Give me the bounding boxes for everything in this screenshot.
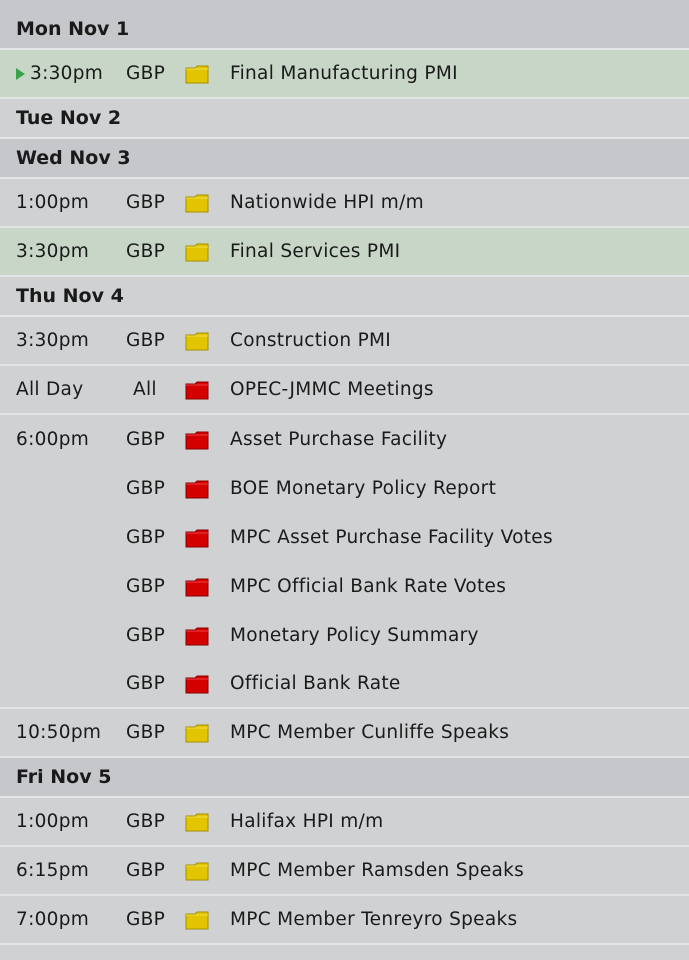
top-strip [0,0,689,10]
event-row[interactable]: GBP MPC Asset Purchase Facility Votes [0,513,689,562]
medium-impact-folder-icon[interactable] [185,861,209,881]
day-label: Thu Nov 4 [16,285,124,307]
event-currency: GBP [126,625,166,646]
event-title: MPC Member Tenreyro Speaks [230,909,518,930]
event-row[interactable]: 3:30pm GBP Final Manufacturing PMI [0,50,689,99]
day-header: Thu Nov 4 [0,277,689,317]
high-impact-folder-icon[interactable] [185,430,209,450]
high-impact-folder-icon[interactable] [185,479,209,499]
event-row[interactable]: GBP BOE Monetary Policy Report [0,464,689,513]
event-time: 3:30pm [16,241,90,262]
day-label: Wed Nov 3 [16,147,131,169]
event-title: MPC Member Ramsden Speaks [230,860,525,881]
event-currency: GBP [126,63,166,84]
medium-impact-folder-icon[interactable] [185,331,209,351]
event-time: 3:30pm [30,63,104,84]
day-header: Wed Nov 3 [0,139,689,179]
high-impact-folder-icon[interactable] [185,528,209,548]
event-time: 1:00pm [16,192,90,213]
event-row[interactable]: 6:15pm GBP MPC Member Ramsden Speaks [0,847,689,896]
event-title: Construction PMI [230,330,392,351]
event-title: BOE Monetary Policy Report [230,478,497,499]
medium-impact-folder-icon[interactable] [185,242,209,262]
day-label: Tue Nov 2 [16,107,122,129]
event-currency: GBP [126,860,166,881]
event-title: Official Bank Rate [230,673,401,694]
event-time: 6:15pm [16,860,90,881]
day-header: Tue Nov 2 [0,99,689,139]
event-title: Final Services PMI [230,241,401,262]
event-row[interactable]: 1:00pm GBP Halifax HPI m/m [0,798,689,847]
event-title: MPC Asset Purchase Facility Votes [230,527,553,548]
event-row[interactable]: 6:00pm GBP Asset Purchase Facility [0,415,689,464]
event-row[interactable]: 1:00pm GBP Nationwide HPI m/m [0,179,689,228]
day-header: Fri Nov 5 [0,758,689,798]
day-label: Mon Nov 1 [16,18,130,40]
day-label: Fri Nov 5 [16,766,112,788]
high-impact-folder-icon[interactable] [185,380,209,400]
event-title: Halifax HPI m/m [230,811,384,832]
event-title: Final Manufacturing PMI [230,63,458,84]
event-currency: GBP [126,811,166,832]
day-header: Mon Nov 1 [0,10,689,50]
event-currency: GBP [126,909,166,930]
event-currency: GBP [126,722,166,743]
event-row[interactable]: 3:30pm GBP Construction PMI [0,317,689,366]
event-time: 3:30pm [16,330,90,351]
event-time: 7:00pm [16,909,90,930]
event-currency: GBP [126,527,166,548]
event-currency: All [133,379,157,400]
medium-impact-folder-icon[interactable] [185,910,209,930]
event-row[interactable]: 10:50pm GBP MPC Member Cunliffe Speaks [0,709,689,758]
event-row[interactable]: 7:00pm GBP MPC Member Tenreyro Speaks [0,896,689,945]
medium-impact-folder-icon[interactable] [185,193,209,213]
event-time: 1:00pm [16,811,90,832]
event-title: OPEC-JMMC Meetings [230,379,434,400]
medium-impact-folder-icon[interactable] [185,64,209,84]
event-currency: GBP [126,576,166,597]
event-row[interactable]: 3:30pm GBP Final Services PMI [0,228,689,277]
event-row[interactable]: GBP Official Bank Rate [0,660,689,709]
event-currency: GBP [126,241,166,262]
event-currency: GBP [126,478,166,499]
event-title: Asset Purchase Facility [230,429,448,450]
event-time: All Day [16,379,84,400]
high-impact-folder-icon[interactable] [185,626,209,646]
medium-impact-folder-icon[interactable] [185,812,209,832]
event-currency: GBP [126,330,166,351]
event-title: MPC Member Cunliffe Speaks [230,722,510,743]
event-currency: GBP [126,192,166,213]
event-time: 10:50pm [16,722,102,743]
event-currency: GBP [126,673,166,694]
high-impact-folder-icon[interactable] [185,674,209,694]
event-row[interactable]: GBP MPC Official Bank Rate Votes [0,562,689,611]
event-title: Monetary Policy Summary [230,625,479,646]
current-event-marker-icon [16,67,27,81]
event-currency: GBP [126,429,166,450]
event-row[interactable]: GBP Monetary Policy Summary [0,611,689,660]
medium-impact-folder-icon[interactable] [185,723,209,743]
event-title: MPC Official Bank Rate Votes [230,576,507,597]
event-title: Nationwide HPI m/m [230,192,424,213]
event-time: 6:00pm [16,429,90,450]
event-row[interactable]: All Day All OPEC-JMMC Meetings [0,366,689,415]
high-impact-folder-icon[interactable] [185,577,209,597]
